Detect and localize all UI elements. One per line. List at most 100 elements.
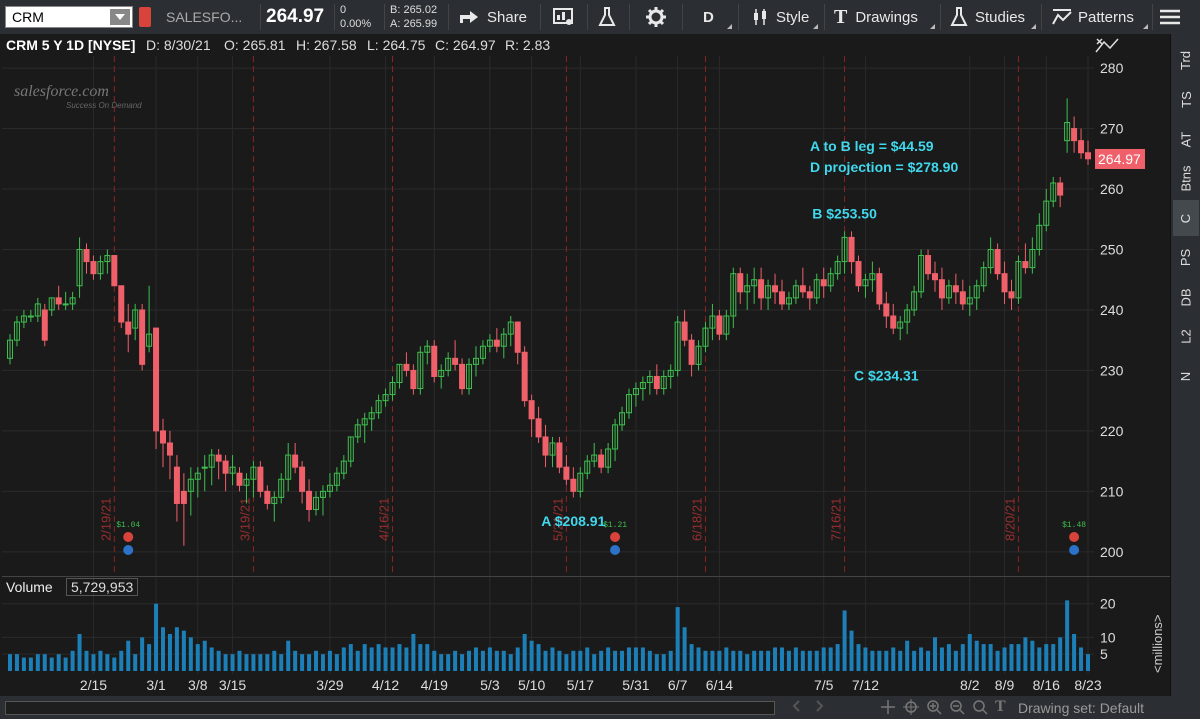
date-tick-label: 3/8: [188, 677, 208, 693]
volume-bar: [439, 654, 444, 671]
volume-bar: [362, 644, 367, 671]
candle-body: [535, 418, 542, 438]
candle-body: [925, 255, 932, 275]
date-tick-label: 4/19: [420, 677, 448, 693]
patterns-button[interactable]: Patterns: [1052, 0, 1134, 34]
volume-bar: [369, 647, 374, 671]
volume-bar: [300, 654, 305, 671]
candle-body: [577, 472, 584, 492]
right-tab-label: AT: [1178, 131, 1194, 147]
pattern-annotation: A $208.91: [541, 513, 605, 529]
right-tab-db[interactable]: DB: [1173, 279, 1199, 315]
price-tick-label: 240: [1100, 302, 1124, 318]
link-color-tag[interactable]: [139, 7, 151, 27]
candle-body: [612, 424, 619, 450]
dividend-event-icon: [1069, 545, 1080, 555]
candle-body: [563, 466, 570, 480]
symbol-input[interactable]: CRM: [5, 6, 133, 28]
chart-settings-button[interactable]: [553, 0, 573, 34]
zoom-in-icon[interactable]: [926, 699, 942, 715]
right-tab-l2[interactable]: L2: [1173, 319, 1199, 355]
volume-pane[interactable]: 5 10 20 <millions> Volume 5,729,953: [2, 576, 1170, 675]
menu-button[interactable]: [1158, 0, 1182, 34]
right-tab-ps[interactable]: PS: [1173, 240, 1199, 276]
scroll-left-icon[interactable]: [790, 699, 804, 713]
candle-body: [1064, 122, 1071, 142]
crosshair-target-icon[interactable]: [903, 699, 919, 715]
style-button[interactable]: Style: [752, 0, 809, 34]
candle-body: [855, 261, 862, 287]
settings-button[interactable]: [646, 0, 666, 34]
candle-body: [1085, 152, 1091, 160]
candle-body: [570, 478, 577, 492]
chart-scrollbar[interactable]: [5, 701, 775, 715]
volume-bar: [522, 634, 527, 671]
volume-bar: [487, 647, 492, 671]
share-button[interactable]: Share: [458, 0, 527, 34]
volume-bar: [633, 647, 638, 671]
right-tab-c[interactable]: C: [1173, 200, 1199, 236]
volume-bar: [585, 647, 590, 671]
volume-bar: [1086, 654, 1090, 671]
volume-bar: [480, 650, 485, 671]
candle-body: [834, 261, 841, 275]
candle-body: [862, 279, 869, 287]
candle-body: [632, 388, 639, 396]
volume-bar: [63, 657, 68, 671]
expiration-label: 6/18/21: [689, 498, 704, 541]
volume-bar: [181, 630, 186, 671]
candle-body: [160, 430, 167, 444]
volume-bar: [279, 654, 284, 671]
candle-body: [1029, 248, 1036, 269]
candle-body: [869, 273, 876, 281]
volume-bar: [223, 654, 228, 671]
candle-body: [132, 309, 139, 329]
volume-bar: [724, 647, 729, 671]
symbol-dropdown-button[interactable]: [110, 9, 130, 25]
right-tab-ts[interactable]: TS: [1173, 82, 1199, 118]
candle-body: [549, 442, 556, 456]
volume-bar: [161, 627, 166, 671]
right-tab-btns[interactable]: Btns: [1173, 161, 1199, 197]
volume-bar: [884, 650, 889, 671]
volume-bar: [779, 647, 784, 671]
volume-bar: [425, 644, 430, 671]
candle-body: [243, 478, 250, 486]
scroll-right-icon[interactable]: [812, 699, 826, 713]
candle-body: [918, 255, 925, 293]
drawing-set-label[interactable]: Drawing set: Default: [1018, 700, 1145, 716]
zoom-out-icon[interactable]: [949, 699, 965, 715]
volume-bar: [682, 627, 687, 671]
volume-bar: [821, 647, 826, 671]
volume-bar: [536, 644, 541, 671]
drawings-button[interactable]: T Drawings: [834, 0, 918, 34]
candle-body: [758, 279, 765, 299]
candle-body: [799, 285, 806, 293]
symbol-value: CRM: [12, 9, 44, 25]
period-selector[interactable]: D: [703, 8, 714, 26]
candle-body: [389, 382, 396, 396]
volume-bar: [341, 647, 346, 671]
date-tick-label: 8/2: [960, 677, 980, 693]
volume-bar: [383, 647, 388, 671]
volume-tick-label: 5: [1100, 646, 1108, 662]
right-tab-at[interactable]: AT: [1173, 121, 1199, 157]
volume-label: Volume: [6, 579, 53, 595]
volume-bar: [891, 647, 896, 671]
volume-bar: [397, 644, 402, 671]
volume-bar: [842, 610, 847, 671]
zoom-reset-icon[interactable]: [972, 699, 988, 715]
candle-body: [403, 363, 410, 371]
studies-button[interactable]: Studies: [950, 0, 1025, 34]
flask-button[interactable]: [598, 0, 616, 34]
price-chart[interactable]: 200 210 220 230 240 250 260 270 280 salesforce.co…: [2, 56, 1170, 576]
volume-bar: [1009, 644, 1014, 671]
volume-bar: [411, 634, 416, 671]
right-tab-n[interactable]: N: [1173, 358, 1199, 394]
text-tool-small-icon[interactable]: T: [995, 698, 1006, 715]
cursor-tool-button[interactable]: [1094, 36, 1120, 56]
candle-body: [521, 351, 528, 402]
pan-icon[interactable]: [880, 699, 896, 715]
right-tab-trd[interactable]: Trd: [1173, 42, 1199, 78]
right-tab-label: TS: [1178, 91, 1194, 108]
